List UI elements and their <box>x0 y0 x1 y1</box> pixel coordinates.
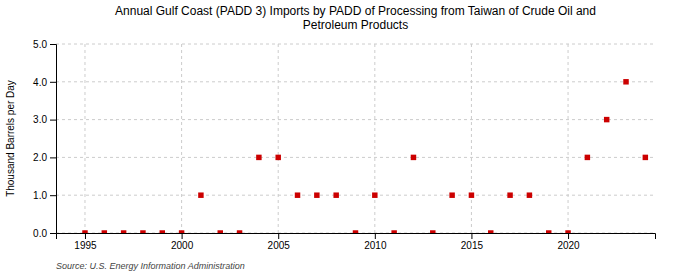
grid-line <box>181 44 182 233</box>
point <box>488 230 493 233</box>
tick-line <box>375 233 376 239</box>
tick-label: 4.0 <box>33 77 47 88</box>
point <box>140 230 145 233</box>
annotation: Source: U.S. Energy Information Administ… <box>56 261 245 271</box>
grid-line <box>56 195 655 196</box>
point <box>527 192 532 197</box>
chart: 1995 2000 2005 2010 2015 2020 0.0 1.0 2.0 3.0 4.0 5… <box>0 0 675 275</box>
x-axis-line <box>57 234 656 240</box>
point <box>179 230 184 233</box>
grid-line <box>84 44 85 233</box>
tick-label: 3.0 <box>33 114 47 125</box>
y-axis-line <box>50 45 57 234</box>
tick-line <box>471 233 472 239</box>
tick-line <box>50 44 56 45</box>
point <box>604 117 609 122</box>
point <box>275 155 280 160</box>
grid-line <box>471 44 472 233</box>
y-tick: 1.0 <box>33 190 56 201</box>
y-tick: 4.0 <box>33 77 56 88</box>
point <box>333 192 338 197</box>
grid-line <box>56 157 655 158</box>
tick-label: 5.0 <box>33 39 47 50</box>
point <box>198 192 203 197</box>
point <box>565 230 570 233</box>
tick-line <box>278 233 279 239</box>
x-tick: 2000 <box>171 233 194 251</box>
point <box>218 230 223 233</box>
point <box>507 192 512 197</box>
plot: 1995 2000 2005 2010 2015 2020 0.0 1.0 2.0 3.0 4.0 5… <box>33 39 655 251</box>
point <box>546 230 551 233</box>
grid-line <box>374 44 375 233</box>
tick-line <box>50 82 56 83</box>
point <box>237 230 242 233</box>
x-tick: 2015 <box>461 233 484 251</box>
grid-line <box>278 44 279 233</box>
y-tick: 2.0 <box>33 152 56 163</box>
point <box>430 230 435 233</box>
point <box>469 192 474 197</box>
tick-line <box>85 233 86 239</box>
tick-label: 2015 <box>461 240 484 251</box>
point <box>585 155 590 160</box>
grid-line <box>56 81 655 82</box>
grid-line <box>56 44 655 45</box>
point <box>391 230 396 233</box>
tick-label: 2.0 <box>33 152 47 163</box>
point <box>643 155 648 160</box>
point <box>623 79 628 84</box>
tick-line <box>568 233 569 239</box>
tick-label: 2000 <box>171 240 194 251</box>
tick-label: 2005 <box>268 240 291 251</box>
tick-label: 1995 <box>74 240 97 251</box>
y-tick: 3.0 <box>33 114 56 125</box>
point <box>353 230 358 233</box>
tick-label: 2010 <box>364 240 387 251</box>
tick-line <box>50 195 56 196</box>
y-tick: 5.0 <box>33 39 56 50</box>
title: Annual Gulf Coast (PADD 3) Imports by PA… <box>115 4 596 32</box>
points <box>82 79 648 233</box>
tick-label: 1.0 <box>33 190 47 201</box>
x-tick: 2010 <box>364 233 387 251</box>
point <box>160 230 165 233</box>
point <box>314 192 319 197</box>
point <box>372 192 377 197</box>
point <box>256 155 261 160</box>
x-axis: 1995 2000 2005 2010 2015 2020 <box>57 233 656 251</box>
point <box>82 230 87 233</box>
x-tick: 2005 <box>268 233 291 251</box>
grid <box>56 44 655 233</box>
tick-line <box>50 157 56 158</box>
tick-line <box>50 120 56 121</box>
tick-label: 2020 <box>557 240 580 251</box>
point <box>449 192 454 197</box>
y-tick: 0.0 <box>33 228 56 239</box>
grid-line <box>56 119 655 120</box>
point <box>121 230 126 233</box>
grid-line <box>568 44 569 233</box>
point <box>295 192 300 197</box>
point <box>102 230 107 233</box>
x-tick: 2020 <box>557 233 580 251</box>
point <box>411 155 416 160</box>
tick-line <box>182 233 183 239</box>
x-tick: 1995 <box>74 233 97 251</box>
tick-line <box>50 233 56 234</box>
tick-label: 0.0 <box>33 228 47 239</box>
y-axis-title: Thousand Barrels per Day <box>5 80 16 197</box>
y-axis: 0.0 1.0 2.0 3.0 4.0 5.0 <box>33 39 56 239</box>
